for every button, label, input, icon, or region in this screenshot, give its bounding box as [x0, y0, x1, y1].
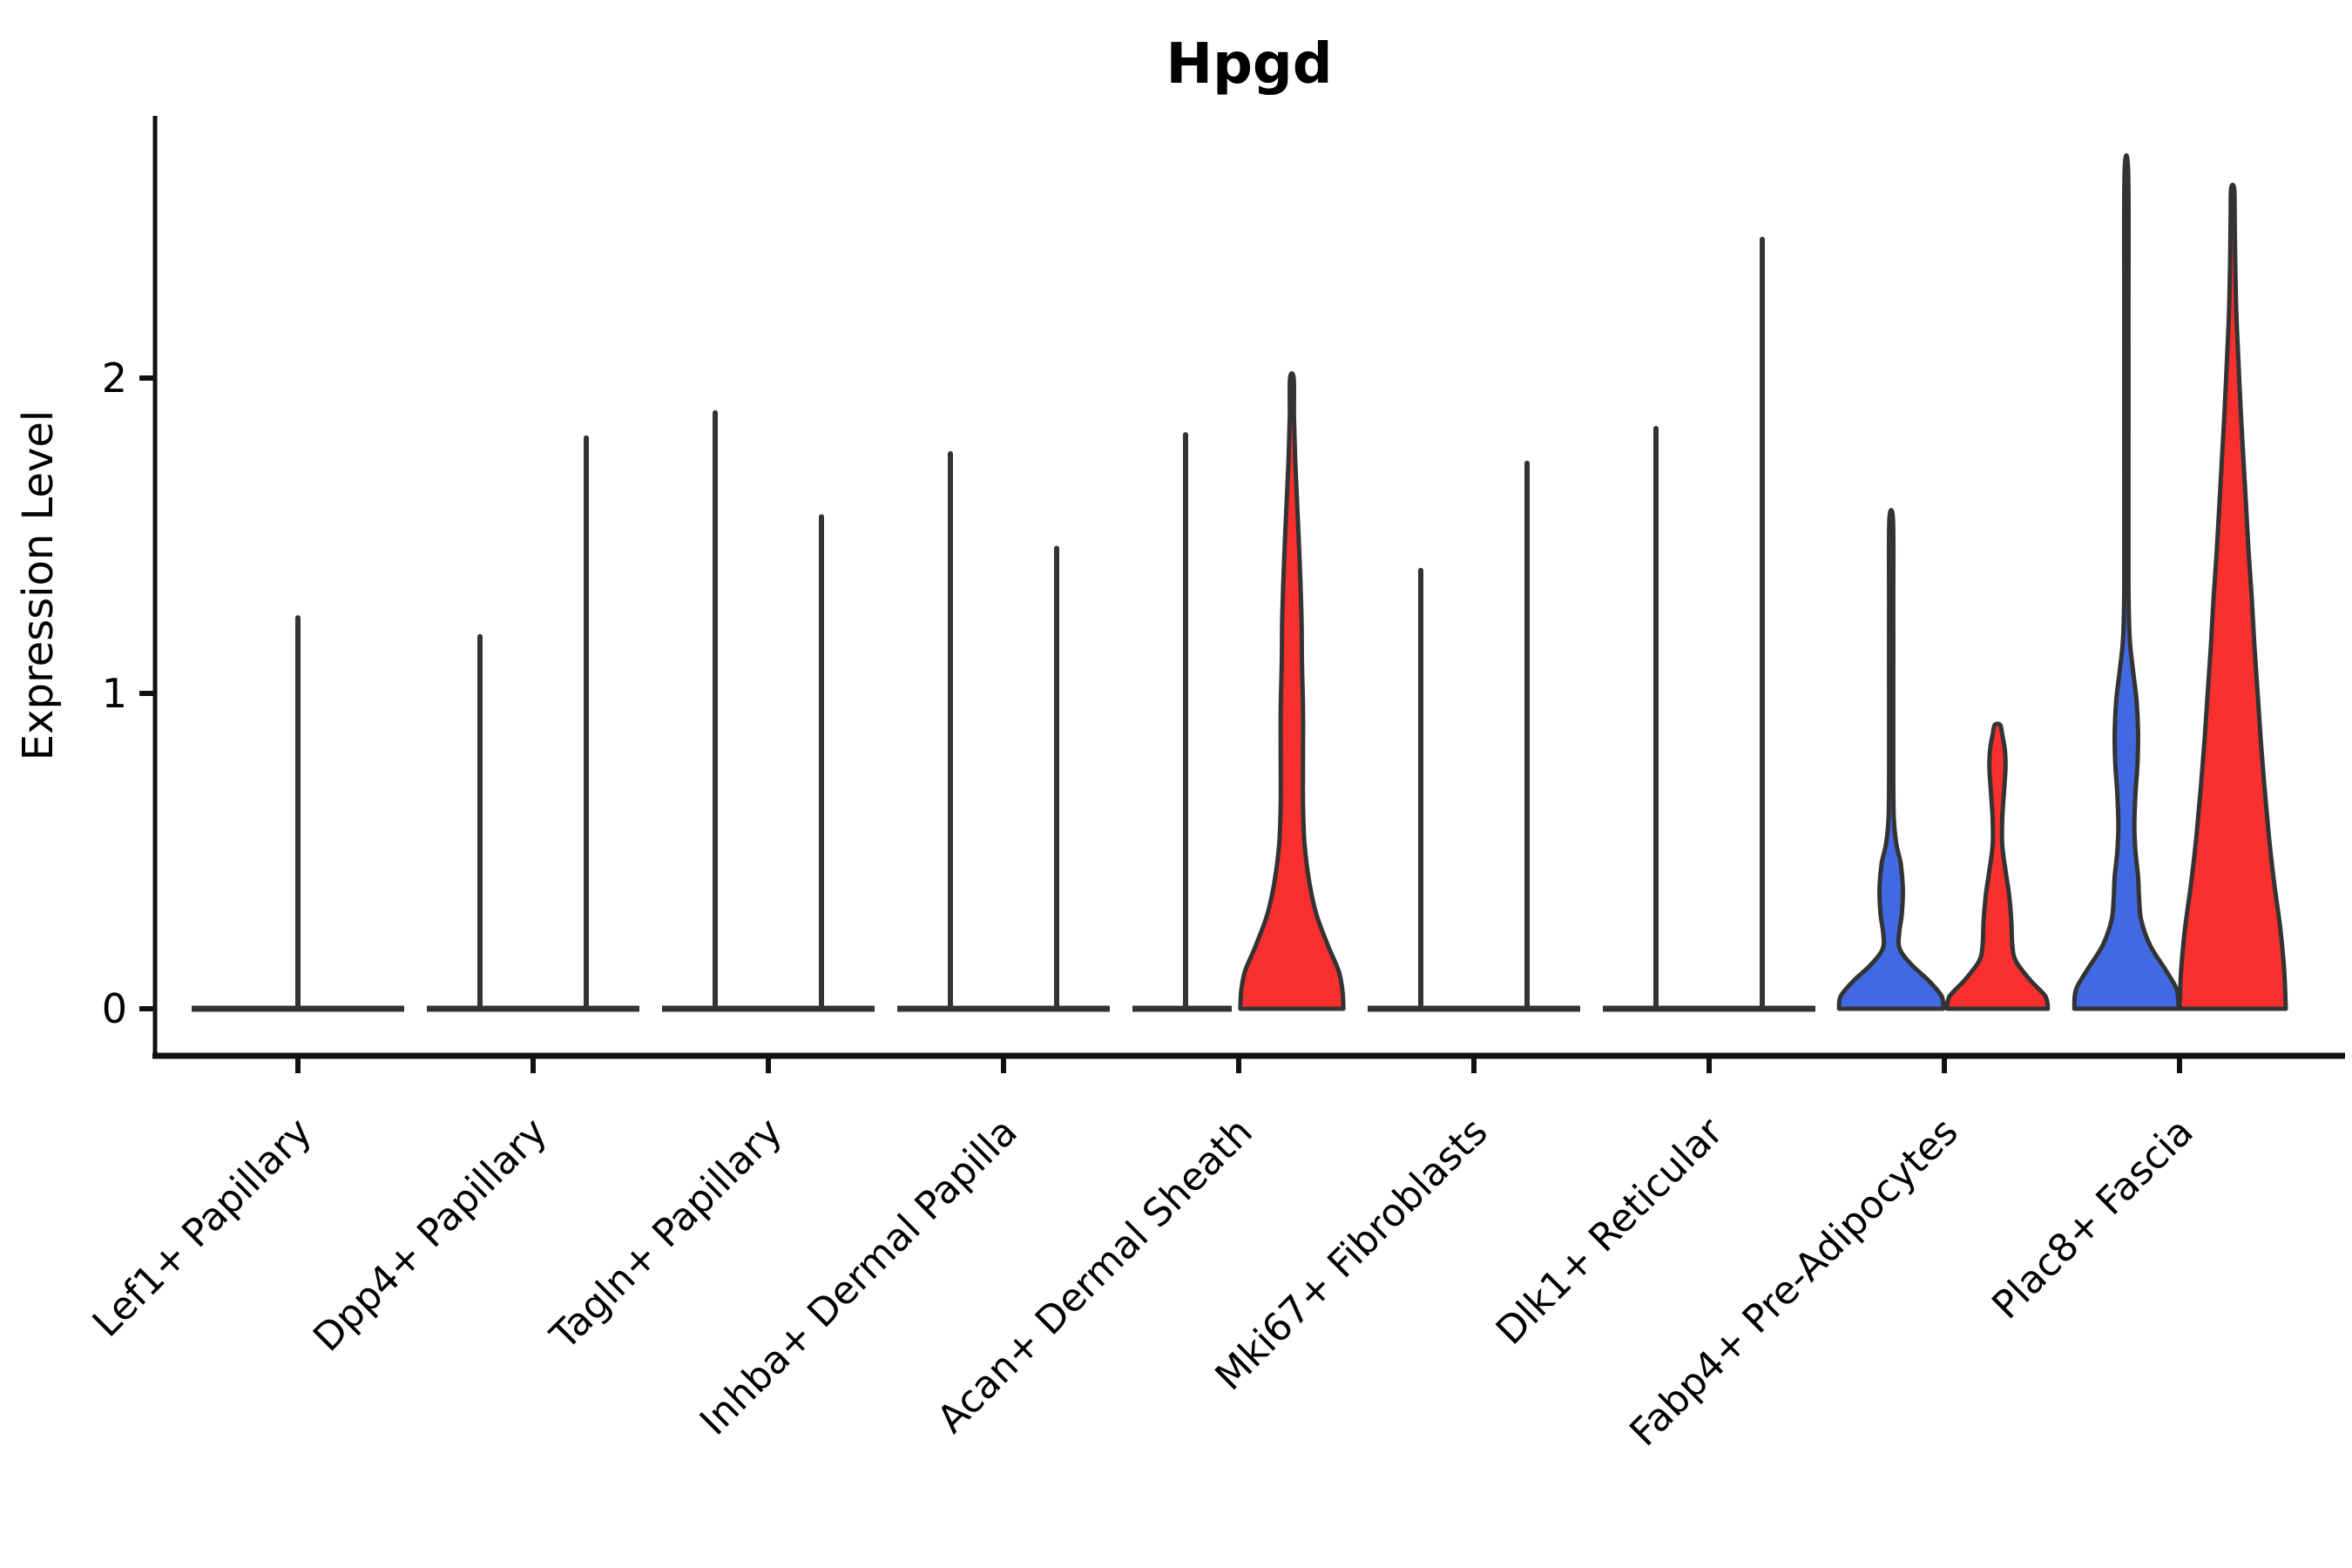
x-tick-label-2: Tagln+ Papillary [542, 1110, 791, 1359]
x-tick-label-6: Dlk1+ Reticular [1488, 1109, 1733, 1354]
violin-8-right[interactable] [2177, 182, 2288, 1011]
x-tick-label-0: Lef1+ Papillary [84, 1110, 321, 1346]
y-tick-label-1: 1 [102, 670, 127, 717]
chart-title: Hpgd [1166, 32, 1333, 97]
violin-4-right[interactable] [1238, 371, 1346, 1011]
violin-7-left[interactable] [1836, 508, 1946, 1011]
violin-7-right[interactable] [1944, 721, 2051, 1011]
x-tick-label-8: Plac8+ Fascia [1984, 1110, 2202, 1328]
y-tick-label-0: 0 [102, 985, 127, 1032]
y-tick-label-2: 2 [102, 355, 127, 402]
x-tick-label-5: Mki67+ Fibroblasts [1206, 1110, 1496, 1399]
y-axis-title: Expression Level [14, 410, 63, 761]
violins-layer [192, 152, 2288, 1012]
x-tick-label-1: Dpp4+ Papillary [305, 1110, 556, 1361]
violin-8-left[interactable] [2072, 152, 2181, 1011]
